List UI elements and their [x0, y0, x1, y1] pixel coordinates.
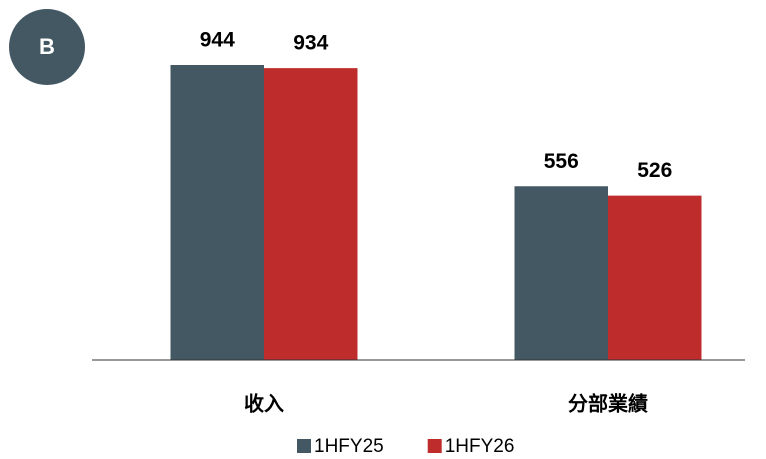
badge-text: B: [39, 34, 55, 59]
x-tick-label: 分部業績: [568, 391, 648, 415]
data-label: 526: [637, 159, 672, 182]
legend-swatch: [297, 439, 311, 453]
legend-label: 1HFY25: [314, 436, 384, 457]
legend-label: 1HFY26: [445, 436, 515, 457]
data-label: 934: [293, 32, 328, 55]
bar: [608, 195, 702, 360]
bar: [514, 186, 608, 360]
bar: [264, 68, 358, 360]
data-label: 944: [200, 29, 235, 52]
x-tick-label: 收入: [244, 391, 284, 415]
bar: [170, 65, 264, 360]
badge: [9, 9, 85, 85]
data-label: 556: [544, 150, 579, 173]
legend-swatch: [427, 439, 442, 453]
